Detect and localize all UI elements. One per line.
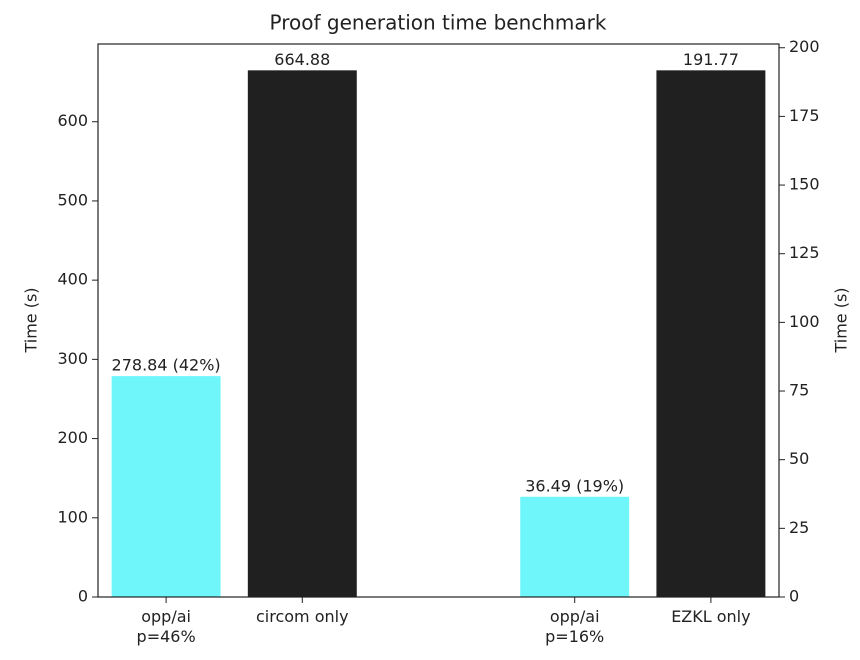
value-label: 191.77 xyxy=(683,50,739,69)
y2-tick-label: 200 xyxy=(789,37,820,56)
y2-tick-label: 150 xyxy=(789,175,820,194)
y2-tick-label: 100 xyxy=(789,312,820,331)
y2-tick-label: 175 xyxy=(789,106,820,125)
x-tick-label: circom only xyxy=(256,607,349,626)
bar xyxy=(111,376,221,597)
y2-tick-label: 125 xyxy=(789,243,820,262)
y-tick-label: 300 xyxy=(57,349,88,368)
y-tick-label: 500 xyxy=(57,190,88,209)
y-tick-label: 600 xyxy=(57,111,88,130)
x-tick-label: opp/ai p=46% xyxy=(137,607,196,646)
y2-tick-label: 50 xyxy=(789,449,809,468)
y-tick-label: 400 xyxy=(57,270,88,289)
y2-tick-label: 0 xyxy=(789,587,799,606)
x-tick-label: opp/ai p=16% xyxy=(545,607,604,646)
y-tick-label: 0 xyxy=(78,587,88,606)
y-tick-label: 200 xyxy=(57,428,88,447)
value-label: 36.49 (19%) xyxy=(525,476,624,495)
y2-tick-label: 75 xyxy=(789,381,809,400)
value-label: 278.84 (42%) xyxy=(112,356,221,375)
x-tick-label: EZKL only xyxy=(671,607,750,626)
y-tick-label: 100 xyxy=(57,507,88,526)
y2-tick-label: 25 xyxy=(789,518,809,537)
y-axis-label: Time (s) xyxy=(22,287,41,353)
value-label: 664.88 xyxy=(274,50,330,69)
bar xyxy=(520,496,630,597)
chart-title: Proof generation time benchmark xyxy=(270,11,607,35)
plot-frame xyxy=(97,43,780,598)
bar xyxy=(247,70,357,597)
bar xyxy=(656,70,766,597)
y2-axis-label: Time (s) xyxy=(832,287,851,353)
